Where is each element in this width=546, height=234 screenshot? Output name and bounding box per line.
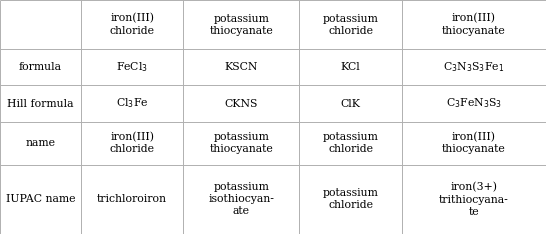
Text: potassium
chloride: potassium chloride — [323, 188, 378, 211]
Text: iron(III)
thiocyanate: iron(III) thiocyanate — [442, 132, 506, 154]
Text: trichloroiron: trichloroiron — [97, 194, 167, 205]
Text: potassium
isothiocyan-
ate: potassium isothiocyan- ate — [209, 183, 274, 216]
Text: potassium
thiocyanate: potassium thiocyanate — [210, 132, 273, 154]
Text: Hill formula: Hill formula — [7, 99, 74, 109]
Text: name: name — [26, 138, 55, 148]
Text: CKNS: CKNS — [224, 99, 258, 109]
Text: iron(III)
chloride: iron(III) chloride — [110, 13, 155, 36]
Text: FeCl$_3$: FeCl$_3$ — [116, 60, 148, 74]
Text: ClK: ClK — [341, 99, 360, 109]
Text: iron(3+)
trithiocyana-
te: iron(3+) trithiocyana- te — [439, 182, 509, 217]
Text: C$_3$FeN$_3$S$_3$: C$_3$FeN$_3$S$_3$ — [446, 97, 502, 110]
Text: IUPAC name: IUPAC name — [5, 194, 75, 205]
Text: Cl$_3$Fe: Cl$_3$Fe — [116, 97, 149, 110]
Text: potassium
chloride: potassium chloride — [323, 14, 378, 36]
Text: iron(III)
chloride: iron(III) chloride — [110, 132, 155, 154]
Text: potassium
thiocyanate: potassium thiocyanate — [210, 14, 273, 36]
Text: KCl: KCl — [341, 62, 360, 72]
Text: iron(III)
thiocyanate: iron(III) thiocyanate — [442, 13, 506, 36]
Text: KSCN: KSCN — [224, 62, 258, 72]
Text: formula: formula — [19, 62, 62, 72]
Text: potassium
chloride: potassium chloride — [323, 132, 378, 154]
Text: C$_3$N$_3$S$_3$Fe$_1$: C$_3$N$_3$S$_3$Fe$_1$ — [443, 60, 505, 74]
